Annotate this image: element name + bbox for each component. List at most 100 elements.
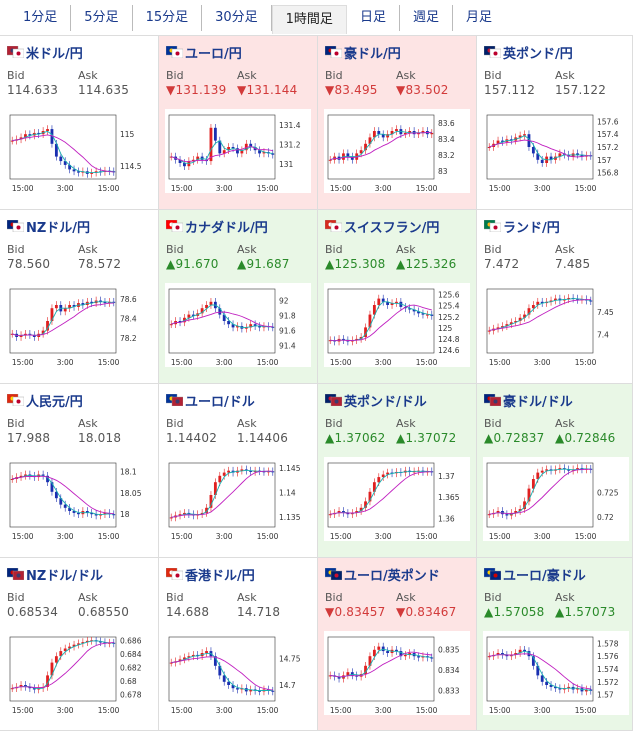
chart-container[interactable]: 92 91.8 91.6 91.4 15:00 3:00 15:00 xyxy=(165,283,311,367)
currency-card[interactable]: NZドル/ドル Bid Ask 0.68534 0.68550 0.686 0.684 0.6… xyxy=(0,558,159,731)
currency-card[interactable]: ランド/円 Bid Ask 7.472 7.485 7.45 7.4 15:00 3:00 15:… xyxy=(477,210,633,384)
x-tick-label: 15:00 xyxy=(171,706,193,715)
tab-7[interactable]: 月足 xyxy=(465,9,492,25)
pair-title[interactable]: ユーロ/英ポンド xyxy=(324,566,470,584)
chart-container[interactable]: 1.37 1.365 1.36 15:00 3:00 15:00 xyxy=(324,457,470,541)
tab-1[interactable]: 5分足 xyxy=(71,4,133,31)
pair-title[interactable]: ランド/円 xyxy=(483,218,626,236)
pair-name-link[interactable]: NZドル/ドル xyxy=(26,568,104,584)
pair-name-link[interactable]: 英ポンド/円 xyxy=(503,46,573,62)
pair-title[interactable]: カナダドル/円 xyxy=(165,218,311,236)
ask-label: Ask xyxy=(237,591,257,604)
currency-card[interactable]: 香港ドル/円 Bid Ask 14.688 14.718 14.75 14.7 15:00 3:… xyxy=(159,558,318,731)
ask-value: ▲125.326 xyxy=(396,257,456,271)
currency-card[interactable]: NZドル/円 Bid Ask 78.560 78.572 78.6 78.4 78.2 15:0… xyxy=(0,210,159,384)
pair-name-link[interactable]: 香港ドル/円 xyxy=(185,568,255,584)
ask-number: 18.018 xyxy=(78,431,122,445)
pair-name-link[interactable]: ランド/円 xyxy=(503,220,560,236)
currency-card[interactable]: スイスフラン/円 Bid Ask ▲125.308 ▲125.326 125.6 125.4… xyxy=(318,210,477,384)
candle xyxy=(501,136,504,146)
x-tick-label: 15:00 xyxy=(98,184,120,193)
currency-card[interactable]: 英ポンド/ドル Bid Ask ▲1.37062 ▲1.37072 1.37 1.365 1.… xyxy=(318,384,477,558)
price-chart: 0.725 0.72 15:00 3:00 15:00 xyxy=(483,457,629,541)
chart-container[interactable]: 78.6 78.4 78.2 15:00 3:00 15:00 xyxy=(6,283,152,367)
currency-card[interactable]: 豪ドル/円 Bid Ask ▼83.495 ▼83.502 83.6 83.4 83.2 83 1… xyxy=(318,36,477,210)
tab-2[interactable]: 15分足 xyxy=(133,4,203,31)
chart-container[interactable]: 157.6 157.4 157.2 157 156.8 15:00 3:00 15:00 xyxy=(483,109,629,193)
tab-3[interactable]: 30分足 xyxy=(202,4,272,31)
candle xyxy=(346,149,350,161)
tab-0[interactable]: 1分足 xyxy=(10,4,72,31)
pair-name-link[interactable]: 米ドル/円 xyxy=(26,46,83,62)
candle xyxy=(501,322,504,332)
ask-number: 1.14406 xyxy=(237,431,289,445)
candle xyxy=(514,649,518,659)
x-tick-label: 15:00 xyxy=(416,184,438,193)
candle xyxy=(218,304,222,319)
candle xyxy=(395,645,398,655)
pair-name-link[interactable]: スイスフラン/円 xyxy=(344,220,440,236)
currency-card[interactable]: カナダドル/円 Bid Ask ▲91.670 ▲91.687 92 91.8 91.6 91.… xyxy=(159,210,318,384)
currency-card[interactable]: 人民元/円 Bid Ask 17.988 18.018 18.1 18.05 18 15:00 3… xyxy=(0,384,159,558)
pair-title[interactable]: ユーロ/円 xyxy=(165,44,311,62)
candle xyxy=(549,296,553,306)
bid-number: 125.308 xyxy=(334,257,386,271)
currency-card[interactable]: ユーロ/豪ドル Bid Ask ▲1.57058 ▲1.57073 1.578 1.576 1… xyxy=(477,558,633,731)
chart-container[interactable]: 125.6 125.4 125.2 125 124.8 124.6 15:00 3:00 15:… xyxy=(324,283,470,367)
pair-title[interactable]: ユーロ/豪ドル xyxy=(483,566,626,584)
currency-card[interactable]: ユーロ/ドル Bid Ask 1.14402 1.14406 1.145 1.14 1.135… xyxy=(159,384,318,558)
currency-card[interactable]: 豪ドル/ドル Bid Ask ▲0.72837 ▲0.72846 0.725 0.72 15:… xyxy=(477,384,633,558)
candle xyxy=(68,642,72,653)
currency-card[interactable]: ユーロ/円 Bid Ask ▼131.139 ▼131.144 131.4 131.2 131… xyxy=(159,36,318,210)
candle xyxy=(205,647,208,657)
y-tick-label: 124.8 xyxy=(438,335,460,344)
pair-title[interactable]: ユーロ/ドル xyxy=(165,392,311,410)
chart-container[interactable]: 18.1 18.05 18 15:00 3:00 15:00 xyxy=(6,457,152,541)
pair-name-link[interactable]: ユーロ/豪ドル xyxy=(503,568,586,584)
pair-title[interactable]: 英ポンド/ドル xyxy=(324,392,470,410)
pair-title[interactable]: 英ポンド/円 xyxy=(483,44,626,62)
ask-label: Ask xyxy=(78,243,98,256)
chart-container[interactable]: 1.578 1.576 1.574 1.572 1.57 15:00 3:00 15:00 xyxy=(483,631,629,715)
candle xyxy=(46,671,49,691)
chart-container[interactable]: 0.686 0.684 0.682 0.68 0.678 15:00 3:00 15:00 xyxy=(6,631,152,715)
pair-name-link[interactable]: ユーロ/ドル xyxy=(185,394,255,410)
y-tick-label: 1.36 xyxy=(438,514,455,523)
pair-name-link[interactable]: 人民元/円 xyxy=(26,394,83,410)
pair-name-link[interactable]: カナダドル/円 xyxy=(185,220,268,236)
chart-container[interactable]: 0.725 0.72 15:00 3:00 15:00 xyxy=(483,457,629,541)
pair-name-link[interactable]: ユーロ/円 xyxy=(185,46,242,62)
chart-container[interactable]: 0.835 0.834 0.833 15:00 3:00 15:00 xyxy=(324,631,470,715)
pair-name-link[interactable]: ユーロ/英ポンド xyxy=(344,568,440,584)
pair-title[interactable]: NZドル/円 xyxy=(6,218,152,236)
candle xyxy=(417,129,420,139)
pair-name-link[interactable]: 豪ドル/円 xyxy=(344,46,401,62)
pair-name-link[interactable]: 英ポンド/ドル xyxy=(344,394,427,410)
pair-name-link[interactable]: 豪ドル/ドル xyxy=(503,394,573,410)
currency-card[interactable]: 米ドル/円 Bid Ask 114.633 114.635 115 114.5 15:00 3:… xyxy=(0,36,159,210)
pair-title[interactable]: 米ドル/円 xyxy=(6,44,152,62)
chart-container[interactable]: 7.45 7.4 15:00 3:00 15:00 xyxy=(483,283,629,367)
tab-5[interactable]: 日足 xyxy=(347,4,400,31)
chart-container[interactable]: 115 114.5 15:00 3:00 15:00 xyxy=(6,109,152,193)
pair-name-link[interactable]: NZドル/円 xyxy=(26,220,91,236)
chart-container[interactable]: 1.145 1.14 1.135 15:00 3:00 15:00 xyxy=(165,457,311,541)
pair-title[interactable]: 豪ドル/円 xyxy=(324,44,470,62)
tab-4[interactable]: 1時間足 xyxy=(271,4,347,34)
candle xyxy=(558,464,562,474)
pair-title[interactable]: 人民元/円 xyxy=(6,392,152,410)
y-tick-label: 92 xyxy=(279,296,289,305)
pair-title[interactable]: 豪ドル/ドル xyxy=(483,392,626,410)
chart-container[interactable]: 131.4 131.2 131 15:00 3:00 15:00 xyxy=(165,109,311,193)
bid-label: Bid xyxy=(166,243,184,256)
chart-container[interactable]: 14.75 14.7 15:00 3:00 15:00 xyxy=(165,631,311,715)
chart-container[interactable]: 83.6 83.4 83.2 83 15:00 3:00 15:00 xyxy=(324,109,470,193)
tab-6[interactable]: 週足 xyxy=(400,4,453,31)
pair-title[interactable]: 香港ドル/円 xyxy=(165,566,311,584)
currency-card[interactable]: 英ポンド/円 Bid Ask 157.112 157.122 157.6 157.4 157.… xyxy=(477,36,633,210)
bid-value: ▼131.139 xyxy=(166,83,226,97)
pair-title[interactable]: NZドル/ドル xyxy=(6,566,152,584)
pair-title[interactable]: スイスフラン/円 xyxy=(324,218,470,236)
currency-card[interactable]: ユーロ/英ポンド Bid Ask ▼0.83457 ▼0.83467 0.835 0.834… xyxy=(318,558,477,731)
